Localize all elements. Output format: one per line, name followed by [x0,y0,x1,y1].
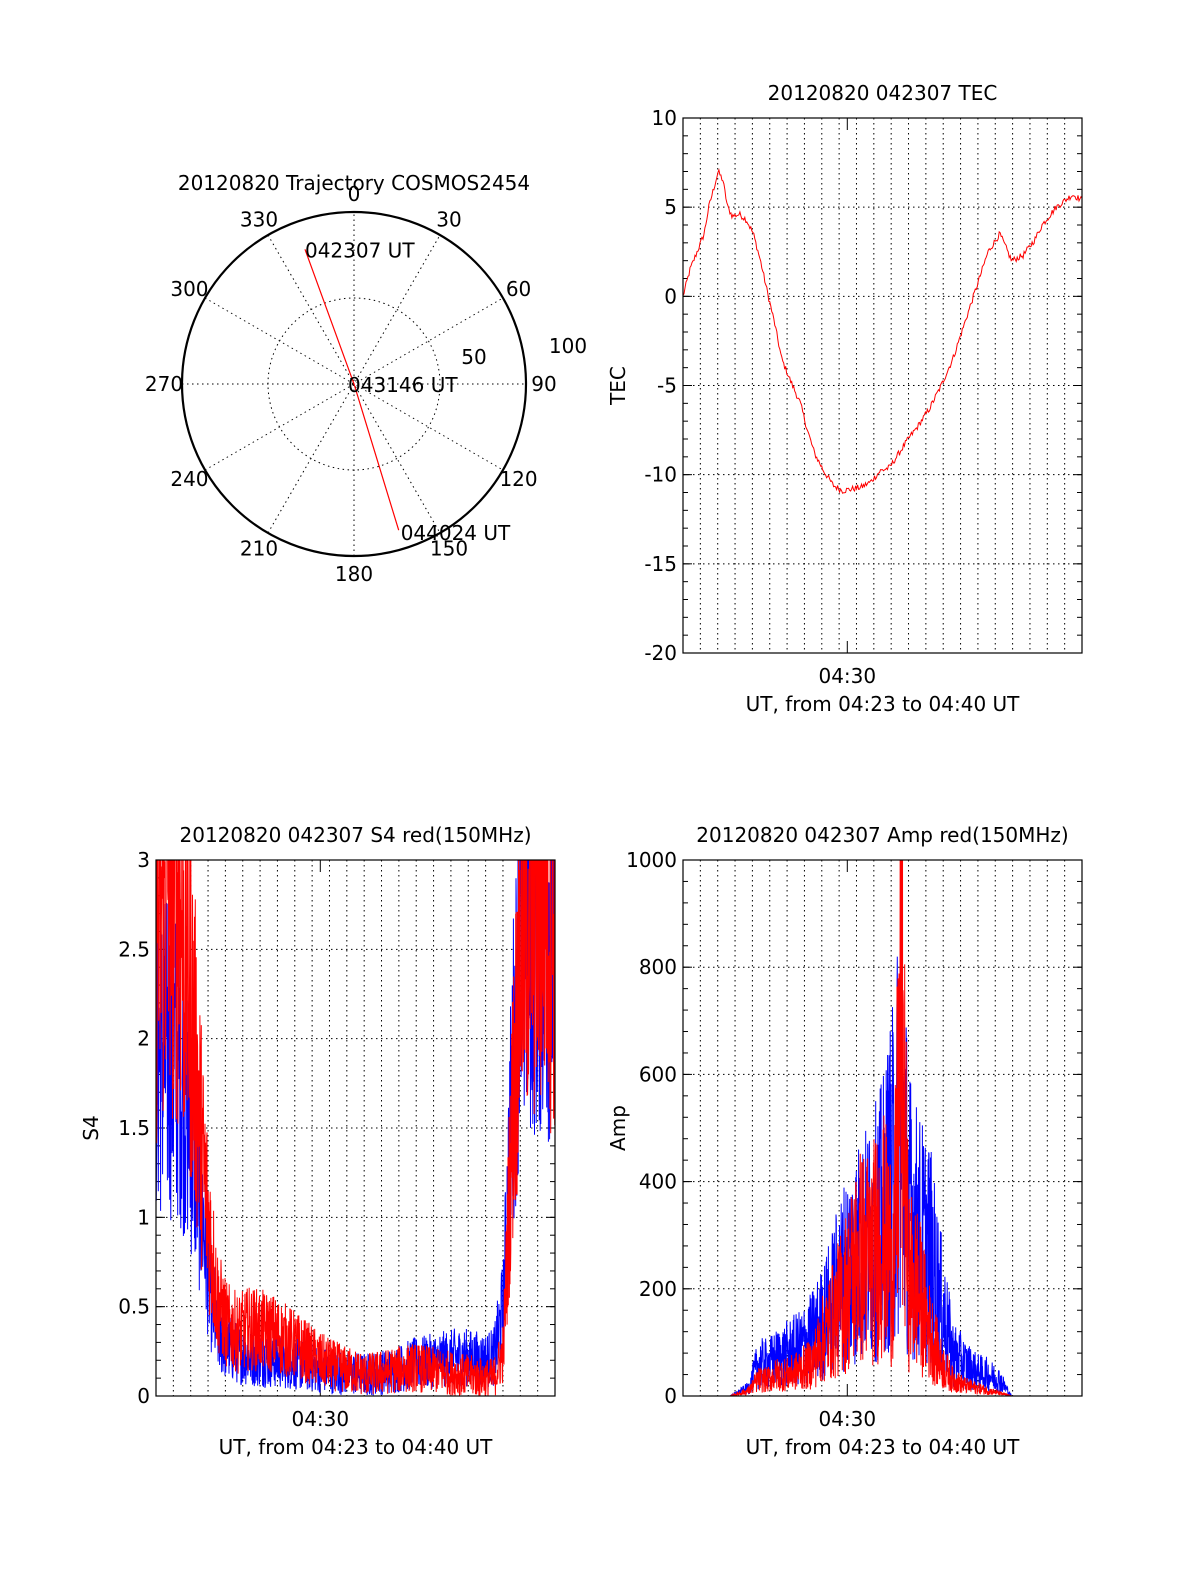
y-tick-label: 1 [137,1205,150,1229]
y-tick-label: 1000 [626,848,677,872]
chart-panel-3: 20120820 042307 Amp red(150MHz) 1000 800 60… [606,823,1083,1459]
y-tick-label: 2.5 [118,937,150,961]
plot-frame [155,859,556,1397]
y-tick-label: 200 [639,1277,677,1301]
y-tick-label: 400 [639,1170,677,1194]
y-tick-label: 3 [137,848,150,872]
series-line [683,860,1082,1396]
azimuth-label: 90 [531,372,556,396]
y-tick-label: -15 [644,552,677,576]
trajectory-time-label: 042307 UT [305,238,415,262]
y-tick-label: 1.5 [118,1116,150,1140]
chart-panel-2: 20120820 042307 S4 red(150MHz) 3 2.5 2 1.5 1 0… [79,823,556,1459]
series-line [683,168,1082,494]
y-tick-label: 0.5 [118,1295,150,1319]
x-tick-label: 04:30 [291,1407,349,1431]
plot-frame [682,117,1083,654]
trajectory-time-label: 044024 UT [401,521,511,545]
y-tick-label: -5 [657,374,677,398]
y-tick-label: 0 [137,1384,150,1408]
y-axis-label: S4 [79,1115,103,1140]
azimuth-label: 270 [145,372,183,396]
series-line [156,860,555,1396]
chart-panel-1: 20120820 042307 TEC 10 5 0 -5 -10 -15 -20 04:30 U… [606,81,1083,716]
chart-title: 20120820 042307 Amp red(150MHz) [696,823,1068,847]
y-tick-label: 2 [137,1027,150,1051]
polar-title: 20120820 Trajectory COSMOS2454 [178,171,530,195]
azimuth-label: 30 [436,207,461,231]
azimuth-label: 120 [499,467,537,491]
y-tick-label: 0 [664,1384,677,1408]
azimuth-label: 300 [170,277,208,301]
y-axis-label: Amp [606,1105,630,1151]
radial-label: 50 [461,345,486,369]
azimuth-label: 150 [430,537,468,561]
azimuth-label: 240 [170,467,208,491]
x-axis-label: UT, from 04:23 to 04:40 UT [746,692,1021,716]
x-axis-label: UT, from 04:23 to 04:40 UT [746,1435,1021,1459]
y-tick-label: -20 [644,641,677,665]
y-tick-label: 5 [664,195,677,219]
azimuth-label: 60 [506,277,531,301]
azimuth-label: 210 [240,537,278,561]
x-axis-label: UT, from 04:23 to 04:40 UT [219,1435,494,1459]
y-tick-label: 800 [639,955,677,979]
polar-inner-circle [267,297,441,471]
azimuth-label: 0 [348,182,361,206]
plot-frame [682,859,1083,1397]
y-tick-label: 600 [639,1062,677,1086]
chart-title: 20120820 042307 TEC [768,81,998,105]
y-tick-label: 0 [664,284,677,308]
y-tick-label: -10 [644,463,677,487]
azimuth-label: 180 [335,562,373,586]
y-axis-label: TEC [606,366,630,406]
x-tick-label: 04:30 [818,664,876,688]
azimuth-label: 330 [240,207,278,231]
x-tick-label: 04:30 [818,1407,876,1431]
chart-title: 20120820 042307 S4 red(150MHz) [180,823,532,847]
trajectory-time-label: 043146 UT [348,373,458,397]
radial-label: 100 [549,334,587,358]
trajectory-line [304,249,400,531]
y-tick-label: 10 [652,106,677,130]
